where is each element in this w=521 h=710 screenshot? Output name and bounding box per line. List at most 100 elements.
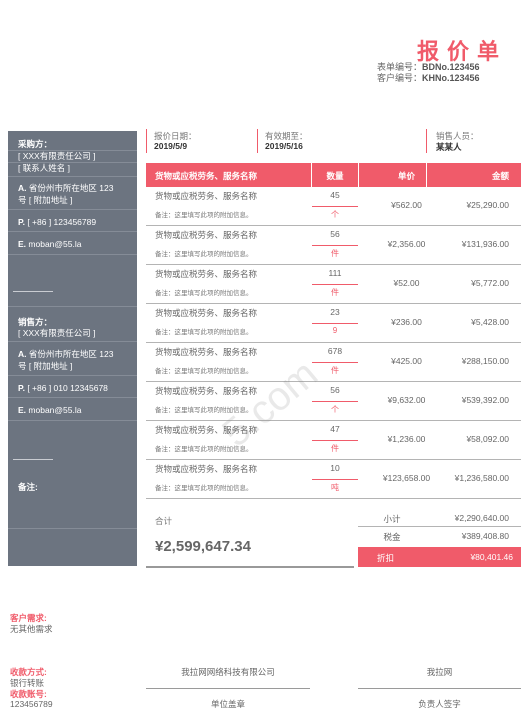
seal-line: [146, 688, 310, 689]
seller-heading: 销售方：: [18, 317, 53, 327]
section-divider: [13, 459, 53, 460]
party-panel: 采购方： [ XXX有限责任公司 ] [ 联系人姓名 ] A. 省份州市所在地区…: [8, 131, 137, 566]
qty-underline: [312, 323, 358, 324]
seller-address-line2: 号 [ 附加地址 ]: [18, 361, 73, 371]
table-row: 货物或应税劳务、服务名称 备注：这里填写此项的附加信息。 678 件 ¥425.00 ¥2…: [146, 343, 521, 382]
item-qty: 56: [330, 229, 340, 239]
item-unit: 件: [331, 444, 339, 453]
buyer-company: [ XXX有限责任公司 ]: [18, 151, 96, 161]
document-title: 报价单: [416, 39, 507, 64]
seller-address-line1: A. 省份州市所在地区 123: [18, 349, 113, 360]
salesperson-label: 销售人员：: [436, 131, 479, 141]
item-amount: ¥1,236,580.00: [454, 473, 509, 483]
item-price: ¥9,632.00: [387, 395, 426, 405]
info-divider: [426, 129, 427, 153]
item-unit: 件: [331, 366, 339, 375]
section-divider: [13, 291, 53, 292]
divider: [8, 375, 137, 376]
table-header: 货物或应税劳务、服务名称 数量 单价 金额: [146, 163, 521, 187]
item-name: 货物或应税劳务、服务名称: [155, 425, 258, 435]
buyer-phone: [ +86 ] 123456789: [27, 217, 97, 227]
item-unit: 9: [332, 326, 338, 335]
salesperson: 某某人: [436, 142, 462, 152]
customer-no: KHNo.123456: [422, 73, 480, 83]
info-divider: [257, 129, 258, 153]
col-qty-header: 数量: [326, 171, 344, 181]
discount-row: 折扣 ¥80,401.46: [358, 547, 521, 567]
customer-needs-label: 客户需求:: [10, 613, 47, 623]
form-no-label: 表单编号：: [376, 62, 422, 72]
item-unit: 吨: [331, 483, 339, 492]
table-row: 货物或应税劳务、服务名称 备注：这里填写此项的附加信息。 10 吨 ¥123,658.0…: [146, 460, 521, 499]
seller-address: 省份州市所在地区 123: [28, 349, 114, 359]
item-note: 备注：这里填写此项的附加信息。: [155, 446, 253, 453]
discount-label: 折扣: [376, 553, 394, 563]
tax-value: ¥389,408.80: [461, 531, 509, 541]
email-label: E.: [18, 239, 27, 249]
payment-account-label: 收款账号:: [10, 689, 47, 699]
discount-value: ¥80,401.46: [470, 552, 513, 562]
item-unit: 个: [331, 210, 339, 219]
item-note: 备注：这里填写此项的附加信息。: [155, 485, 253, 492]
item-amount: ¥131,936.00: [461, 239, 509, 249]
item-note: 备注：这里填写此项的附加信息。: [155, 329, 253, 336]
valid-until-label: 有效期至：: [265, 131, 308, 141]
company-name: 我拉网网络科技有限公司: [181, 667, 275, 677]
item-name: 货物或应税劳务、服务名称: [155, 386, 258, 396]
row-divider: [146, 342, 521, 343]
table-row: 货物或应税劳务、服务名称 备注：这里填写此项的附加信息。 23 9 ¥236.00 ¥5,…: [146, 304, 521, 343]
valid-until: 2019/5/16: [265, 141, 303, 151]
item-qty: 56: [330, 385, 340, 395]
item-note: 备注：这里填写此项的附加信息。: [155, 290, 253, 297]
item-note: 备注：这里填写此项的附加信息。: [155, 251, 253, 258]
phone-label: P.: [18, 383, 25, 393]
quote-date: 2019/5/9: [154, 141, 188, 151]
item-price: ¥425.00: [391, 356, 422, 366]
col-separator: [426, 163, 427, 187]
qty-underline: [312, 479, 358, 480]
item-qty: 678: [327, 346, 343, 356]
divider: [8, 231, 137, 232]
info-divider: [146, 129, 147, 153]
item-name: 货物或应税劳务、服务名称: [155, 269, 258, 279]
item-price: ¥123,658.00: [382, 473, 431, 483]
email-label: E.: [18, 405, 27, 415]
phone-label: P.: [18, 217, 25, 227]
item-amount: ¥58,092.00: [466, 434, 509, 444]
tax-label: 税金: [383, 532, 401, 542]
item-note: 备注：这里填写此项的附加信息。: [155, 212, 253, 219]
item-name: 货物或应税劳务、服务名称: [155, 230, 258, 240]
qty-underline: [312, 206, 358, 207]
qty-underline: [312, 362, 358, 363]
item-price: ¥52.00: [393, 278, 420, 288]
seller-phone: [ +86 ] 010 12345678: [27, 383, 108, 393]
buyer-email: moban@55.la: [28, 239, 82, 249]
seller-email: moban@55.la: [28, 405, 82, 415]
payment-account-value: 123456789: [10, 699, 53, 709]
item-unit: 件: [331, 288, 339, 297]
item-note: 备注：这里填写此项的附加信息。: [155, 368, 253, 375]
signature-line: [358, 688, 521, 689]
item-amount: ¥5,428.00: [471, 317, 509, 327]
item-qty: 47: [330, 424, 340, 434]
divider: [8, 176, 137, 177]
table-row: 货物或应税劳务、服务名称 备注：这里填写此项的附加信息。 56 件 ¥2,356.00 ¥…: [146, 226, 521, 265]
seller-company: [ XXX有限责任公司 ]: [18, 328, 96, 338]
item-qty: 10: [330, 463, 340, 473]
row-divider: [146, 381, 521, 382]
divider: [8, 209, 137, 210]
col-name-header: 货物或应税劳务、服务名称: [155, 171, 258, 181]
total-label: 合计: [155, 516, 173, 526]
item-price: ¥1,236.00: [387, 434, 426, 444]
payment-method-label: 收款方式:: [10, 667, 47, 677]
col-amount-header: 金额: [491, 171, 509, 181]
form-no: BDNo.123456: [422, 62, 480, 72]
signature-caption: 负责人签字: [418, 699, 461, 709]
qty-underline: [312, 245, 358, 246]
total-value: ¥2,599,647.34: [155, 538, 251, 555]
item-note: 备注：这里填写此项的附加信息。: [155, 407, 253, 414]
buyer-heading: 采购方：: [18, 139, 53, 149]
item-qty: 45: [330, 190, 340, 200]
payment-method-value: 银行转账: [10, 678, 45, 688]
customer-needs-value: 无其他需求: [10, 624, 53, 634]
